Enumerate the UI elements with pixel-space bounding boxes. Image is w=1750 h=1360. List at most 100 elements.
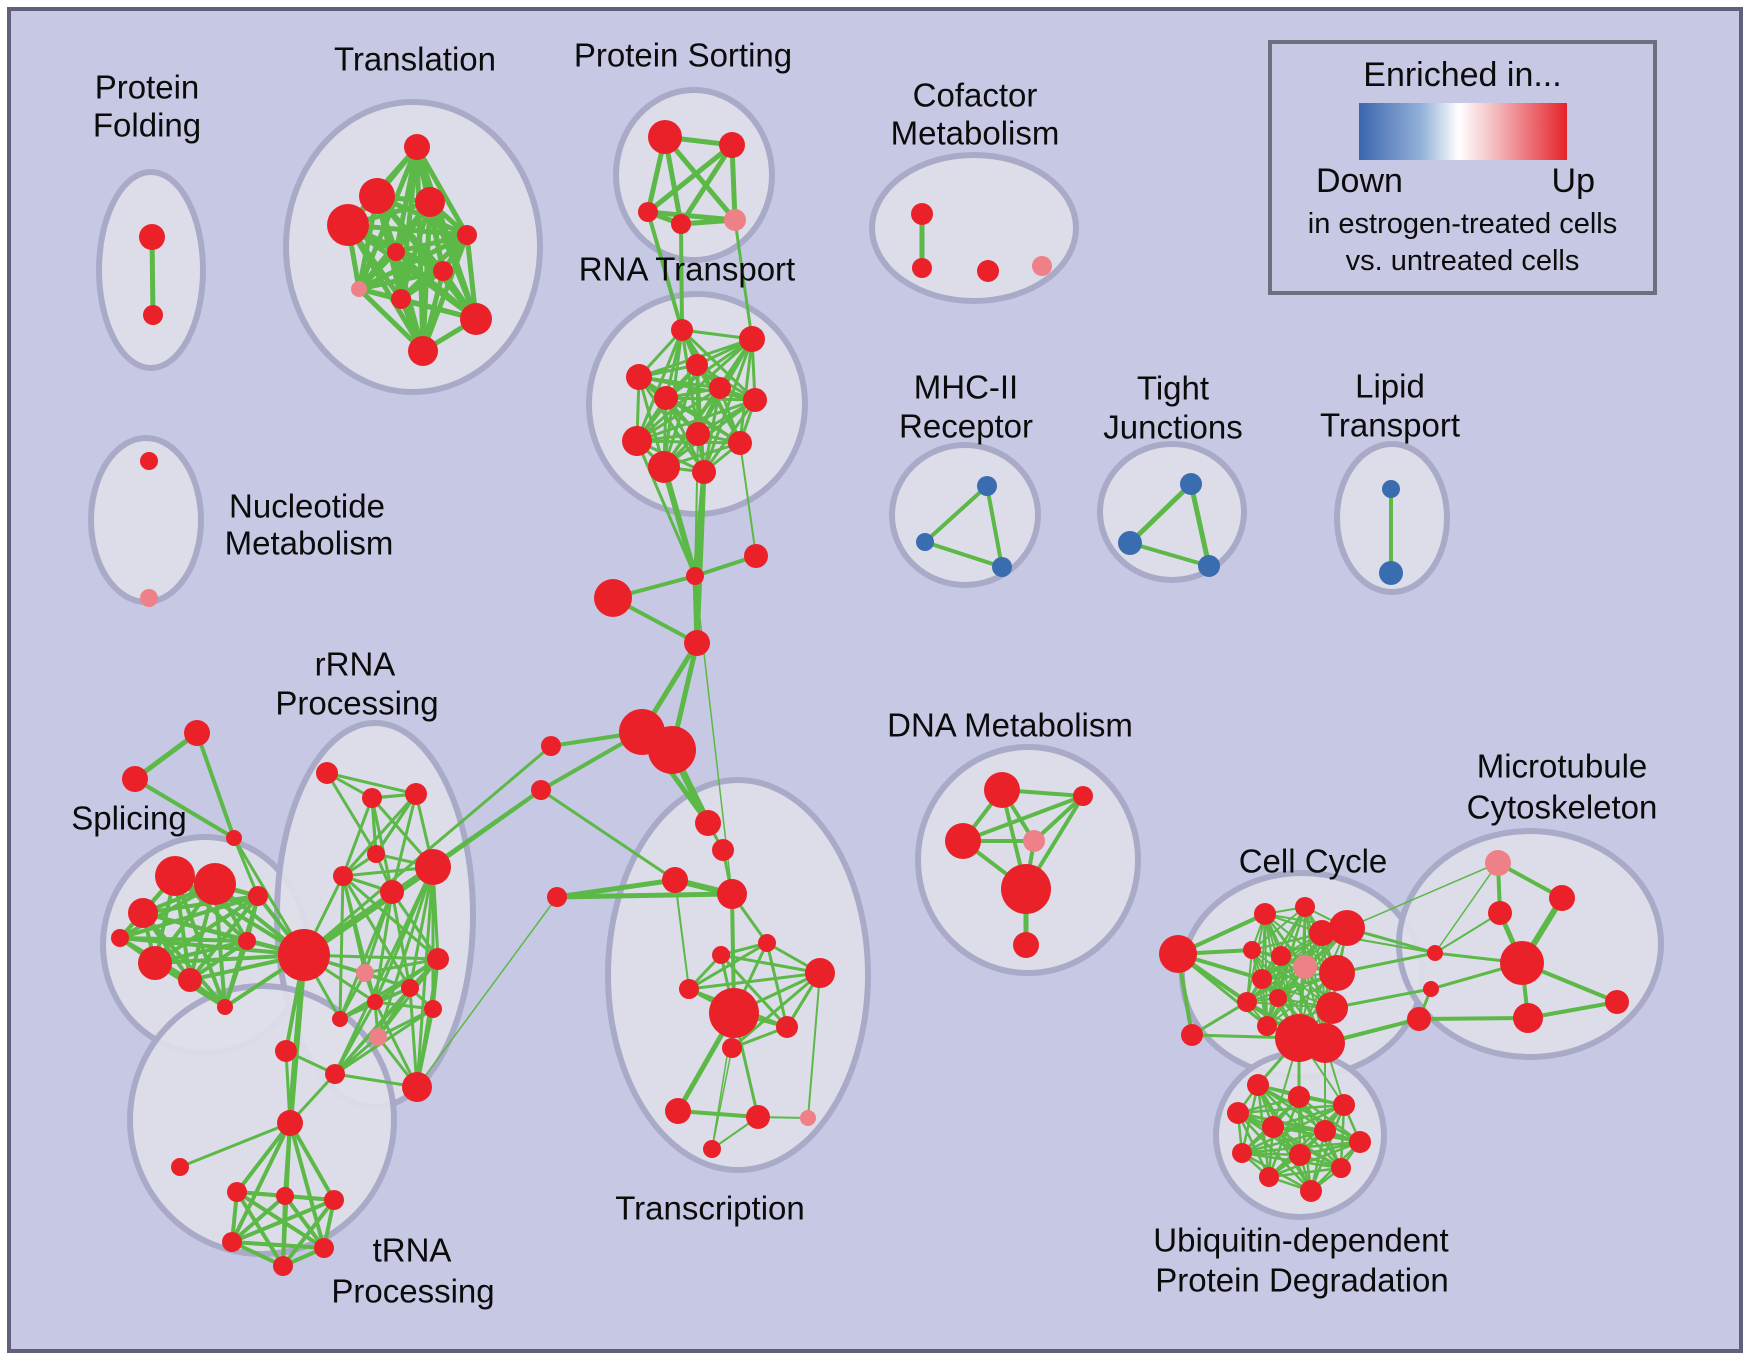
gene-set-node [325,1064,345,1084]
cluster-label-lipid-transport: Lipid [1355,368,1425,405]
gene-set-node [916,533,934,551]
edge [118,936,227,1009]
cluster-label-nucleotide-metabolism: Metabolism [225,525,394,562]
gene-set-node [1379,561,1403,585]
gene-set-node [314,1238,334,1258]
gene-set-node [359,178,395,214]
gene-set-node [1269,989,1287,1007]
gene-set-node [1198,555,1220,577]
gene-set-node [1549,885,1575,911]
edge [394,250,478,321]
gene-set-node [427,948,449,970]
cluster-label-translation: Translation [334,41,496,78]
cluster-label-rrna-processing: Processing [275,685,438,722]
edge [556,891,733,900]
edge [1032,794,1085,843]
gene-set-node [1485,850,1511,876]
cluster-ellipse-tight-junctions [1097,441,1247,583]
gene-set-node [277,1110,303,1136]
edge [281,1195,287,1267]
gene-set-node [654,386,678,410]
edge [661,466,698,577]
edge [1237,1111,1361,1144]
edge [1346,862,1499,929]
edge [1241,1129,1326,1155]
edge [738,338,754,444]
gene-set-node [712,946,730,964]
gene-set-node [316,762,338,784]
cluster-label-trna-processing: Processing [331,1273,494,1310]
cluster-label-nucleotide-metabolism: Nucleotide [229,488,385,525]
edge [195,732,236,839]
edge [1527,1000,1618,1020]
gene-set-node [728,431,752,455]
gene-set-node [671,319,693,341]
edge [1188,483,1212,567]
edge [1237,1112,1312,1192]
edge [702,399,757,473]
cluster-label-rrna-processing: rRNA [315,646,396,683]
gene-set-node [1333,1094,1355,1116]
gene-set-node [404,134,430,160]
gene-set-node [594,579,632,617]
gene-set-node [1180,473,1202,495]
edge [133,777,236,840]
gene-set-node [217,999,233,1015]
legend-gradient-bar [1358,103,1567,160]
edge [1418,1016,1529,1021]
edge [807,972,821,1119]
gene-set-node [805,958,835,988]
cluster-label-protein-sorting: Protein Sorting [574,37,792,74]
gene-set-node [1159,935,1197,973]
gene-set-node [1316,992,1348,1024]
gene-set-node [194,863,236,905]
edge [924,540,1003,569]
gene-set-node [424,1000,442,1018]
gene-set-node [391,289,411,309]
gene-set-node [717,879,747,909]
gene-set-node [226,830,242,846]
gene-set-node [541,736,561,756]
gene-set-node [622,426,652,456]
gene-set-node [684,630,710,656]
gene-set-node [415,187,445,217]
edge [119,936,305,957]
gene-set-node [977,260,999,282]
gene-set-node [1252,969,1272,989]
cluster-label-microtubule-cytoskeleton: Microtubule [1477,748,1648,785]
gene-set-node [776,1016,798,1038]
gene-set-node [333,866,353,886]
cluster-label-cell-cycle: Cell Cycle [1239,843,1388,880]
gene-set-node [531,780,551,800]
gene-set-node [1118,531,1142,555]
gene-set-node [351,281,367,297]
gene-set-node [122,766,148,792]
cluster-label-trna-processing: tRNA [373,1232,452,1269]
edge [635,329,684,442]
edge [374,1000,434,1011]
edge [342,874,439,961]
edge [376,866,435,1038]
gene-set-node [1254,903,1276,925]
gene-set-node [1427,945,1443,961]
edge [325,772,378,855]
gene-set-node [324,1190,344,1210]
cluster-label-cofactor-metabolism: Cofactor [913,77,1038,114]
edge [635,440,697,577]
gene-set-node [945,823,981,859]
edge [333,1001,377,1075]
gene-set-node [171,1158,189,1176]
gene-set-node [977,476,997,496]
edge [674,879,690,990]
legend-axis-labels: Down Up [1272,162,1653,201]
edge [1268,1166,1342,1179]
edge [326,771,417,796]
gene-set-node [178,968,202,992]
gene-set-node [276,1187,294,1205]
cluster-label-transcription: Transcription [615,1190,805,1227]
edge [302,864,435,958]
edge [679,223,684,331]
gene-set-node [709,988,759,1038]
gene-set-node [1032,256,1052,276]
